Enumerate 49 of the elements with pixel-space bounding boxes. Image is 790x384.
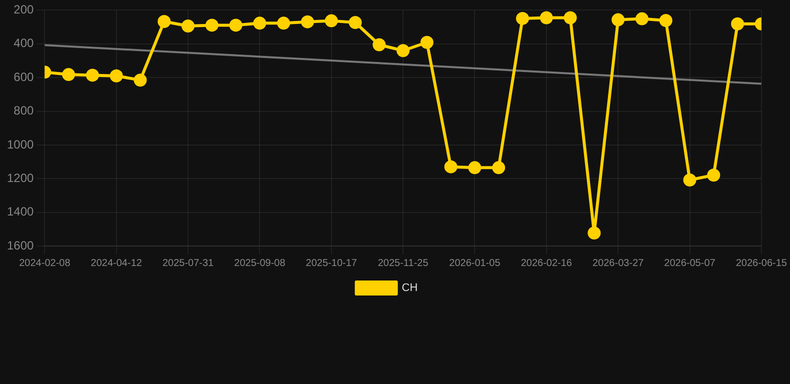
y-tick-label: 1600 [6, 238, 34, 252]
point [205, 18, 218, 32]
point [516, 12, 530, 25]
y-tick-label: 1200 [6, 170, 34, 185]
point [372, 38, 386, 52]
y-tick-label: 200 [14, 2, 34, 17]
point [731, 17, 744, 30]
x-tick-label: 2024-04-12 [90, 258, 142, 269]
x-tick-label: 2026-06-15 [736, 258, 788, 269]
point [396, 44, 410, 58]
y-tick-label: 800 [14, 104, 34, 118]
x-tick-label: 2024-02-08 [19, 258, 71, 269]
y-tick-label: 600 [14, 70, 34, 84]
point [588, 226, 601, 240]
point [86, 68, 99, 82]
point [348, 16, 362, 29]
x-tick-label: 2026-02-16 [520, 258, 572, 269]
point [158, 14, 171, 28]
point [253, 16, 266, 30]
point [300, 15, 314, 28]
point [182, 20, 195, 33]
x-tick-label: 2025-10-17 [306, 258, 358, 269]
point [324, 14, 338, 28]
point [635, 12, 648, 26]
x-tick-label: 2025-11-25 [378, 258, 429, 269]
y-tick-label: 400 [14, 36, 34, 50]
x-tick-label: 2025-07-31 [162, 258, 214, 269]
x-tick-label: 2026-05-07 [664, 258, 716, 269]
point [707, 168, 720, 182]
point [564, 11, 577, 24]
y-tick-label: 1400 [6, 204, 34, 219]
point [612, 13, 625, 26]
point [659, 14, 672, 27]
point [683, 173, 696, 186]
legend-label: CH [402, 282, 418, 294]
point [277, 16, 290, 30]
point [540, 11, 553, 24]
point [134, 74, 147, 87]
point [468, 161, 482, 174]
point [110, 69, 123, 82]
x-tick-label: 2025-09-08 [234, 258, 286, 269]
point [444, 160, 458, 174]
point [229, 18, 242, 32]
point [62, 68, 76, 82]
point [420, 36, 434, 49]
x-tick-label: 2026-01-05 [449, 258, 501, 269]
point [492, 161, 506, 174]
y-tick-label: 1000 [6, 137, 34, 152]
x-tick-label: 2026-03-27 [592, 258, 644, 269]
